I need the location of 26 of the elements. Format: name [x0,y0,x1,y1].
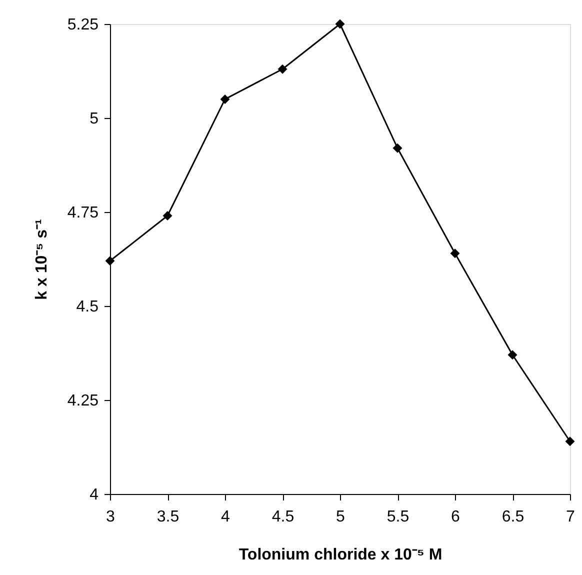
y-tick-label: 4 [90,486,99,504]
x-tick-label: 6 [451,508,460,526]
point [220,94,230,104]
x-tick-label: 7 [566,508,576,526]
y-tick-label: 5 [90,110,99,128]
x-axis-title: Tolonium chloride x 10⁻⁵ M [238,546,442,564]
y-tick-label: 4.75 [67,204,99,222]
x-tick-label: 6.5 [502,508,524,526]
point [278,64,288,74]
y-tick-label: 4.25 [67,392,99,410]
x-tick-label: 3.5 [156,508,180,526]
point [565,436,575,446]
point [105,256,115,266]
x-tick-label: 3 [106,508,116,526]
point [392,143,402,153]
y-tick-label: 4.5 [76,298,99,316]
x-tick-label: 5 [336,508,346,526]
x-tick-label: 4 [221,508,230,526]
x-tick-label: 4.5 [272,508,294,526]
point [162,211,172,221]
y-tick-label: 5.25 [67,16,99,34]
y-axis-title: k x 10⁻⁵ s⁻¹ [33,219,50,300]
point [508,350,518,360]
point [335,19,345,29]
x-tick-label: 5.5 [386,508,410,526]
point [450,248,460,258]
